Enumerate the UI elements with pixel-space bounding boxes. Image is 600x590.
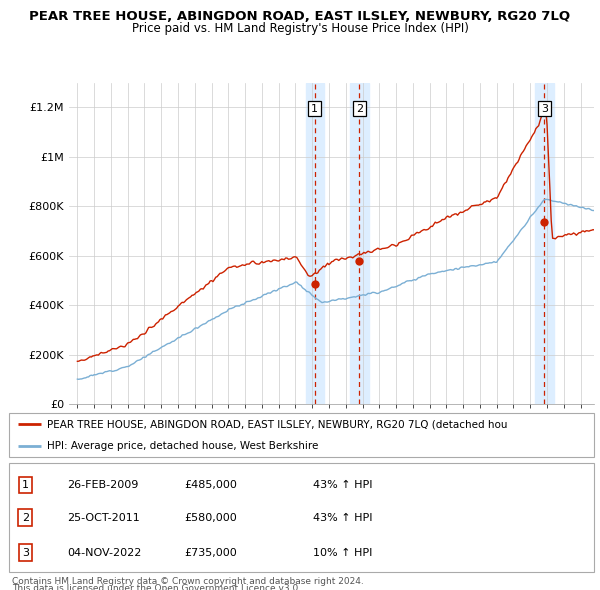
- Text: 2: 2: [356, 104, 363, 113]
- Text: PEAR TREE HOUSE, ABINGDON ROAD, EAST ILSLEY, NEWBURY, RG20 7LQ (detached hou: PEAR TREE HOUSE, ABINGDON ROAD, EAST ILS…: [47, 419, 508, 429]
- Text: 26-FEB-2009: 26-FEB-2009: [67, 480, 139, 490]
- Text: 04-NOV-2022: 04-NOV-2022: [67, 548, 142, 558]
- Text: PEAR TREE HOUSE, ABINGDON ROAD, EAST ILSLEY, NEWBURY, RG20 7LQ: PEAR TREE HOUSE, ABINGDON ROAD, EAST ILS…: [29, 10, 571, 23]
- Text: 10% ↑ HPI: 10% ↑ HPI: [313, 548, 373, 558]
- Text: Price paid vs. HM Land Registry's House Price Index (HPI): Price paid vs. HM Land Registry's House …: [131, 22, 469, 35]
- Text: 43% ↑ HPI: 43% ↑ HPI: [313, 480, 373, 490]
- Bar: [350, 83, 368, 404]
- Text: 43% ↑ HPI: 43% ↑ HPI: [313, 513, 373, 523]
- Text: £485,000: £485,000: [185, 480, 238, 490]
- Text: 3: 3: [541, 104, 548, 113]
- Bar: [305, 83, 324, 404]
- Text: 25-OCT-2011: 25-OCT-2011: [67, 513, 140, 523]
- Text: 3: 3: [22, 548, 29, 558]
- Text: 2: 2: [22, 513, 29, 523]
- Text: 1: 1: [311, 104, 318, 113]
- Text: £735,000: £735,000: [185, 548, 237, 558]
- Text: This data is licensed under the Open Government Licence v3.0.: This data is licensed under the Open Gov…: [12, 584, 301, 590]
- FancyBboxPatch shape: [9, 463, 594, 572]
- Text: 1: 1: [22, 480, 29, 490]
- Text: HPI: Average price, detached house, West Berkshire: HPI: Average price, detached house, West…: [47, 441, 319, 451]
- Text: Contains HM Land Registry data © Crown copyright and database right 2024.: Contains HM Land Registry data © Crown c…: [12, 577, 364, 586]
- Bar: [535, 83, 554, 404]
- Text: £580,000: £580,000: [185, 513, 237, 523]
- FancyBboxPatch shape: [9, 413, 594, 457]
